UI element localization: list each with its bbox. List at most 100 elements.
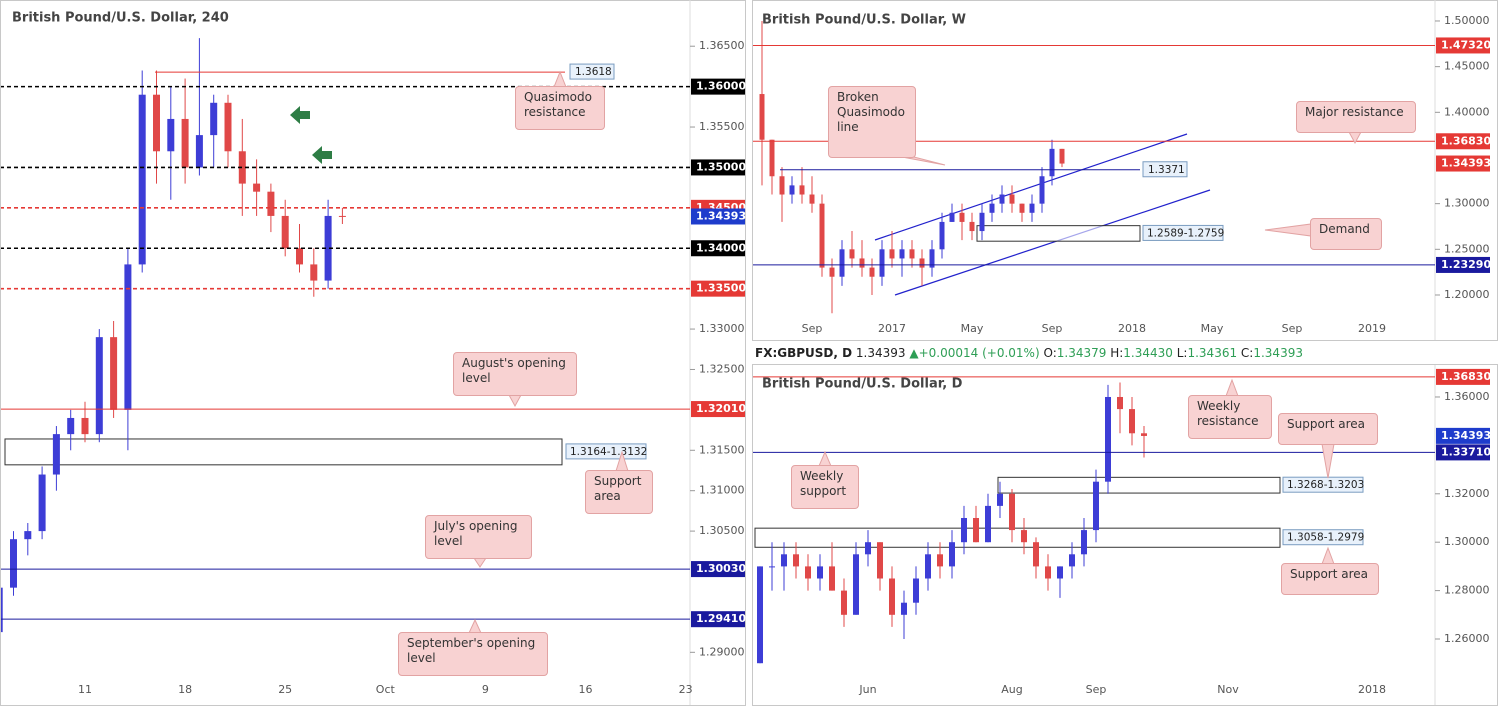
x-tick-label: Jun (858, 683, 876, 696)
candle-body (757, 566, 763, 664)
callout: Major resistance (1296, 101, 1416, 133)
level-label-box (691, 280, 745, 297)
zone (976, 225, 1141, 242)
x-tick-label: Sep (1042, 322, 1063, 335)
x-tick-label: May (1201, 322, 1224, 335)
candle-body (24, 531, 32, 540)
candle-body (138, 94, 146, 265)
ohlc-value: 1.34430 (1123, 346, 1173, 360)
candle-body (81, 417, 89, 435)
y-tick-label: 1.26000 (1444, 632, 1490, 645)
callout-pointer (818, 450, 832, 467)
candle-body (925, 554, 931, 579)
ohlc: O:1.34379 H:1.34430 L:1.34361 C:1.34393 (1043, 346, 1303, 360)
candle-body (153, 94, 160, 152)
y-tick-label: 1.32000 (1444, 487, 1490, 500)
candle-body (1141, 433, 1147, 436)
candle-body (67, 417, 75, 435)
candle-body (909, 249, 915, 259)
level-label-box (691, 208, 745, 225)
x-tick-label: Nov (1217, 683, 1239, 696)
zone (997, 476, 1281, 494)
candle-body (937, 554, 943, 567)
candle-body (949, 542, 955, 567)
x-tick-label: 11 (78, 683, 92, 696)
level-label: 1.35000 (696, 160, 746, 173)
x-tick-label: 2018 (1118, 322, 1146, 335)
x-tick-label: 25 (278, 683, 292, 696)
candle-body (889, 578, 895, 615)
candle-body (781, 554, 787, 567)
candle-body (989, 203, 995, 213)
candle-body (1021, 530, 1027, 543)
candle-body (1069, 554, 1075, 567)
candle-body (769, 139, 775, 177)
candle-body (210, 102, 218, 136)
candle-body (1029, 203, 1035, 213)
level-label-box (1436, 256, 1490, 273)
callout: Weekly resistance (1188, 395, 1272, 439)
y-tick-label: 1.32500 (699, 362, 745, 375)
level-label-box (1142, 161, 1188, 178)
y-tick-label: 1.29000 (699, 645, 745, 658)
candle-body (829, 566, 835, 591)
candle-body (949, 212, 955, 222)
x-tick-label: 18 (178, 683, 192, 696)
zone-label-box (1282, 529, 1364, 546)
candle-body (1059, 148, 1065, 164)
candle-body (52, 434, 60, 475)
chart-title: British Pound/U.S. Dollar, W (762, 13, 966, 28)
candle-body (869, 267, 875, 277)
callout: September's opening level (398, 632, 548, 676)
callout: July's opening level (425, 515, 532, 559)
candle-body (253, 183, 261, 192)
callout-pointer (473, 557, 487, 568)
axes: British Pound/U.S. Dollar, 240 1.29000 1.3… (12, 11, 1491, 697)
candle-body (819, 203, 825, 268)
y-tick-label: 1.28000 (1444, 584, 1490, 597)
level-label: 1.47320 (1441, 38, 1491, 51)
level-label: 1.33710 (1441, 445, 1491, 458)
candle-body (1105, 396, 1111, 482)
callout: August's opening level (453, 352, 577, 396)
callout-pointer (901, 156, 946, 166)
candle-body (224, 102, 232, 152)
candle-body (877, 542, 883, 579)
candle-body (759, 94, 765, 140)
candle-body (310, 264, 318, 281)
candle-body (859, 258, 865, 268)
level-label-box (1436, 444, 1490, 461)
y-tick-label: 1.35500 (699, 120, 745, 133)
candle-body (95, 337, 103, 435)
candle-body (1019, 203, 1025, 213)
candle-body (1033, 542, 1039, 567)
zone-label: 1.3058-1.2979 (1287, 532, 1364, 544)
candle-body (961, 517, 967, 543)
callout: Quasimodo resistance (515, 86, 605, 130)
candle-body (901, 602, 907, 615)
last-price: 1.34393 (855, 346, 906, 360)
x-tick-label: May (961, 322, 984, 335)
level-label: 1.36000 (696, 80, 746, 93)
level-label: 1.34393 (1441, 157, 1491, 170)
candle-body (939, 221, 945, 250)
candle-body (1081, 530, 1087, 555)
ohlc-value: 1.34393 (1253, 346, 1303, 360)
x-tick-label: 9 (482, 683, 489, 696)
level-label: 1.34393 (696, 209, 746, 222)
level-label-box (691, 611, 745, 628)
x-tick-label: 23 (679, 683, 693, 696)
y-tick-label: 1.36500 (699, 39, 745, 52)
panel-border (752, 0, 1498, 341)
zone-label-box (565, 443, 647, 460)
candle-body (1009, 493, 1015, 531)
candle-body (1049, 148, 1055, 177)
candle-body (979, 212, 985, 232)
level-label: 1.36830 (1441, 370, 1491, 383)
level-label: 1.30030 (696, 562, 746, 575)
candle-body (10, 539, 17, 588)
y-tick-label: 1.30000 (1444, 197, 1490, 210)
candle-body (865, 542, 871, 555)
zone-label-box (1282, 476, 1364, 493)
